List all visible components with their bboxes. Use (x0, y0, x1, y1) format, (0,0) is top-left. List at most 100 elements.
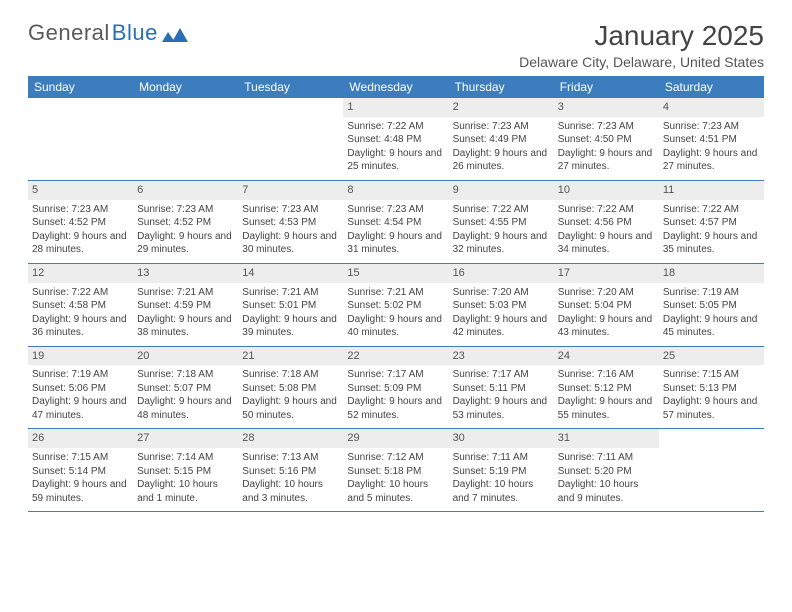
daylight-text: Daylight: 9 hours and 34 minutes. (558, 230, 655, 257)
calendar-page: GeneralBlue January 2025 Delaware City, … (0, 0, 792, 532)
calendar-grid: SundayMondayTuesdayWednesdayThursdayFrid… (28, 76, 764, 512)
sunset-text: Sunset: 5:11 PM (453, 382, 550, 396)
daylight-text: Daylight: 9 hours and 50 minutes. (242, 395, 339, 422)
day-number: 21 (238, 347, 343, 366)
day-cell: 28Sunrise: 7:13 AMSunset: 5:16 PMDayligh… (238, 429, 343, 511)
sunset-text: Sunset: 5:19 PM (453, 465, 550, 479)
day-number: 27 (133, 429, 238, 448)
daylight-text: Daylight: 9 hours and 53 minutes. (453, 395, 550, 422)
day-cell: 12Sunrise: 7:22 AMSunset: 4:58 PMDayligh… (28, 264, 133, 346)
day-cell (238, 98, 343, 180)
sunset-text: Sunset: 4:53 PM (242, 216, 339, 230)
sunset-text: Sunset: 5:03 PM (453, 299, 550, 313)
day-cell: 16Sunrise: 7:20 AMSunset: 5:03 PMDayligh… (449, 264, 554, 346)
sunset-text: Sunset: 5:12 PM (558, 382, 655, 396)
day-number: 9 (449, 181, 554, 200)
daylight-text: Daylight: 9 hours and 26 minutes. (453, 147, 550, 174)
week-row: 12Sunrise: 7:22 AMSunset: 4:58 PMDayligh… (28, 264, 764, 347)
day-cell: 21Sunrise: 7:18 AMSunset: 5:08 PMDayligh… (238, 347, 343, 429)
sunrise-text: Sunrise: 7:23 AM (347, 203, 444, 217)
sunrise-text: Sunrise: 7:15 AM (663, 368, 760, 382)
day-cell: 22Sunrise: 7:17 AMSunset: 5:09 PMDayligh… (343, 347, 448, 429)
day-number: 8 (343, 181, 448, 200)
sunset-text: Sunset: 4:56 PM (558, 216, 655, 230)
page-title: January 2025 (519, 20, 764, 52)
daylight-text: Daylight: 9 hours and 27 minutes. (558, 147, 655, 174)
sunrise-text: Sunrise: 7:23 AM (137, 203, 234, 217)
sunrise-text: Sunrise: 7:17 AM (453, 368, 550, 382)
day-cell: 26Sunrise: 7:15 AMSunset: 5:14 PMDayligh… (28, 429, 133, 511)
sunrise-text: Sunrise: 7:19 AM (663, 286, 760, 300)
day-number: 20 (133, 347, 238, 366)
day-cell: 15Sunrise: 7:21 AMSunset: 5:02 PMDayligh… (343, 264, 448, 346)
sunset-text: Sunset: 4:49 PM (453, 133, 550, 147)
weekday-header: Saturday (659, 76, 764, 98)
weekday-header: Monday (133, 76, 238, 98)
day-cell: 20Sunrise: 7:18 AMSunset: 5:07 PMDayligh… (133, 347, 238, 429)
daylight-text: Daylight: 9 hours and 59 minutes. (32, 478, 129, 505)
day-cell: 3Sunrise: 7:23 AMSunset: 4:50 PMDaylight… (554, 98, 659, 180)
daylight-text: Daylight: 9 hours and 48 minutes. (137, 395, 234, 422)
day-number: 16 (449, 264, 554, 283)
day-cell: 25Sunrise: 7:15 AMSunset: 5:13 PMDayligh… (659, 347, 764, 429)
sunset-text: Sunset: 5:15 PM (137, 465, 234, 479)
daylight-text: Daylight: 9 hours and 30 minutes. (242, 230, 339, 257)
sunrise-text: Sunrise: 7:23 AM (32, 203, 129, 217)
daylight-text: Daylight: 10 hours and 3 minutes. (242, 478, 339, 505)
day-number: 24 (554, 347, 659, 366)
weekday-header: Friday (554, 76, 659, 98)
sunrise-text: Sunrise: 7:21 AM (137, 286, 234, 300)
day-cell: 31Sunrise: 7:11 AMSunset: 5:20 PMDayligh… (554, 429, 659, 511)
sunrise-text: Sunrise: 7:22 AM (453, 203, 550, 217)
day-cell: 7Sunrise: 7:23 AMSunset: 4:53 PMDaylight… (238, 181, 343, 263)
day-cell: 23Sunrise: 7:17 AMSunset: 5:11 PMDayligh… (449, 347, 554, 429)
day-cell (28, 98, 133, 180)
day-number: 29 (343, 429, 448, 448)
daylight-text: Daylight: 9 hours and 45 minutes. (663, 313, 760, 340)
sunset-text: Sunset: 4:51 PM (663, 133, 760, 147)
weekday-header: Sunday (28, 76, 133, 98)
day-number: 17 (554, 264, 659, 283)
day-number: 4 (659, 98, 764, 117)
day-number: 10 (554, 181, 659, 200)
day-cell: 4Sunrise: 7:23 AMSunset: 4:51 PMDaylight… (659, 98, 764, 180)
week-row: 19Sunrise: 7:19 AMSunset: 5:06 PMDayligh… (28, 347, 764, 430)
daylight-text: Daylight: 9 hours and 35 minutes. (663, 230, 760, 257)
sunrise-text: Sunrise: 7:22 AM (558, 203, 655, 217)
sunrise-text: Sunrise: 7:21 AM (242, 286, 339, 300)
day-number: 2 (449, 98, 554, 117)
day-cell: 6 Sunrise: 7:23 AMSunset: 4:52 PMDaylight… (133, 181, 238, 263)
day-cell: 17Sunrise: 7:20 AMSunset: 5:04 PMDayligh… (554, 264, 659, 346)
day-cell: 13Sunrise: 7:21 AMSunset: 4:59 PMDayligh… (133, 264, 238, 346)
day-number: 6 (133, 181, 238, 200)
day-cell: 9Sunrise: 7:22 AMSunset: 4:55 PMDaylight… (449, 181, 554, 263)
day-cell: 18 Sunrise: 7:19 AMSunset: 5:05 PMDayligh… (659, 264, 764, 346)
day-number: 28 (238, 429, 343, 448)
daylight-text: Daylight: 9 hours and 29 minutes. (137, 230, 234, 257)
sunrise-text: Sunrise: 7:23 AM (558, 120, 655, 134)
sunset-text: Sunset: 5:05 PM (663, 299, 760, 313)
title-block: January 2025 Delaware City, Delaware, Un… (519, 20, 764, 70)
daylight-text: Daylight: 9 hours and 39 minutes. (242, 313, 339, 340)
sunrise-text: Sunrise: 7:22 AM (347, 120, 444, 134)
day-number: 12 (28, 264, 133, 283)
sunrise-text: Sunrise: 7:23 AM (453, 120, 550, 134)
page-subtitle: Delaware City, Delaware, United States (519, 54, 764, 70)
day-cell: 11Sunrise: 7:22 AMSunset: 4:57 PMDayligh… (659, 181, 764, 263)
daylight-text: Daylight: 10 hours and 1 minute. (137, 478, 234, 505)
sunset-text: Sunset: 5:01 PM (242, 299, 339, 313)
day-number: 18 (659, 264, 764, 283)
sunrise-text: Sunrise: 7:11 AM (558, 451, 655, 465)
sunrise-text: Sunrise: 7:16 AM (558, 368, 655, 382)
day-cell: 10 Sunrise: 7:22 AMSunset: 4:56 PMDayligh… (554, 181, 659, 263)
daylight-text: Daylight: 9 hours and 43 minutes. (558, 313, 655, 340)
brand-part2: Blue (112, 20, 158, 46)
header: GeneralBlue January 2025 Delaware City, … (28, 20, 764, 70)
daylight-text: Daylight: 9 hours and 32 minutes. (453, 230, 550, 257)
daylight-text: Daylight: 9 hours and 38 minutes. (137, 313, 234, 340)
day-number: 14 (238, 264, 343, 283)
daylight-text: Daylight: 9 hours and 28 minutes. (32, 230, 129, 257)
sunrise-text: Sunrise: 7:21 AM (347, 286, 444, 300)
sunset-text: Sunset: 4:48 PM (347, 133, 444, 147)
sunset-text: Sunset: 4:52 PM (137, 216, 234, 230)
